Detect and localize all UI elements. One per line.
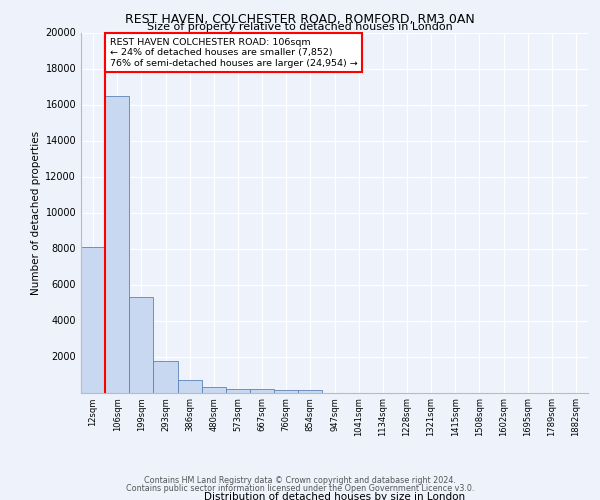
Bar	[226, 388, 250, 392]
Text: REST HAVEN COLCHESTER ROAD: 106sqm
← 24% of detached houses are smaller (7,852)
: REST HAVEN COLCHESTER ROAD: 106sqm ← 24%…	[110, 38, 358, 68]
Text: Contains HM Land Registry data © Crown copyright and database right 2024.: Contains HM Land Registry data © Crown c…	[144, 476, 456, 485]
Bar	[81, 246, 105, 392]
Bar	[250, 390, 274, 392]
Text: Contains public sector information licensed under the Open Government Licence v3: Contains public sector information licen…	[126, 484, 474, 493]
Text: REST HAVEN, COLCHESTER ROAD, ROMFORD, RM3 0AN: REST HAVEN, COLCHESTER ROAD, ROMFORD, RM…	[125, 12, 475, 26]
Bar	[202, 387, 226, 392]
Bar	[129, 297, 154, 392]
Bar	[105, 96, 129, 393]
Bar	[178, 380, 202, 392]
Bar	[298, 390, 322, 392]
Bar	[274, 390, 298, 392]
Text: Size of property relative to detached houses in London: Size of property relative to detached ho…	[147, 22, 453, 32]
X-axis label: Distribution of detached houses by size in London: Distribution of detached houses by size …	[204, 492, 465, 500]
Bar	[154, 361, 178, 392]
Y-axis label: Number of detached properties: Number of detached properties	[31, 130, 41, 294]
